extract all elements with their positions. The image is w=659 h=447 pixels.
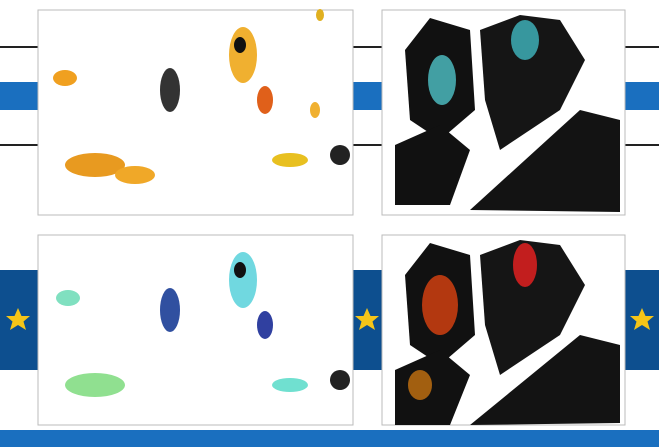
screenshot	[0, 0, 659, 447]
map-top-left	[38, 9, 353, 215]
map-bottom-left	[38, 235, 353, 425]
map-top-right	[382, 10, 625, 215]
map-bottom-right	[382, 235, 625, 425]
